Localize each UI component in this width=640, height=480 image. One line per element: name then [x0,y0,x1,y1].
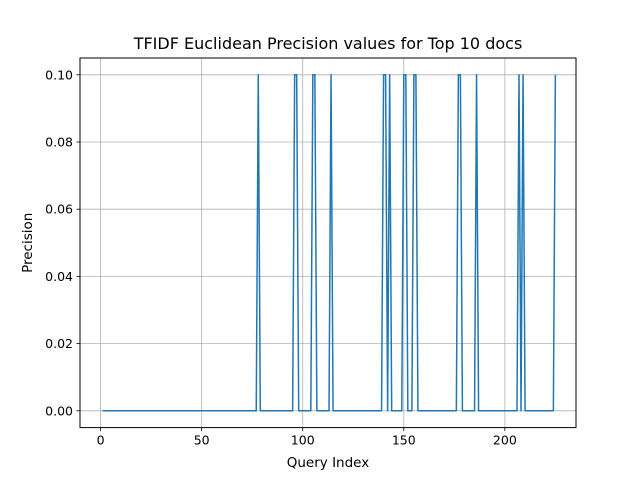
plot-frame [79,57,577,429]
y-tick-label: 0.04 [45,269,73,284]
x-tick-label: 200 [493,433,517,448]
y-axis-label: Precision [20,213,36,273]
x-tick-label: 50 [194,433,210,448]
x-tick-label: 0 [97,433,105,448]
series-layer [102,74,557,412]
chart-title: TFIDF Euclidean Precision values for Top… [133,34,523,53]
series-line-0 [102,74,557,412]
tick-layer: 0 50 100 150 200 0.00 0.02 0.04 0.06 0.08 0.10 [45,67,517,447]
x-axis-label: Query Index [287,455,369,471]
y-tick-label: 0.02 [45,336,73,351]
y-tick-label: 0.06 [45,202,73,217]
x-tick-label: 100 [291,433,315,448]
x-tick-label: 150 [392,433,416,448]
y-tick-label: 0.08 [45,135,73,150]
y-tick-label: 0.00 [45,403,73,418]
y-tick-label: 0.10 [45,67,73,82]
